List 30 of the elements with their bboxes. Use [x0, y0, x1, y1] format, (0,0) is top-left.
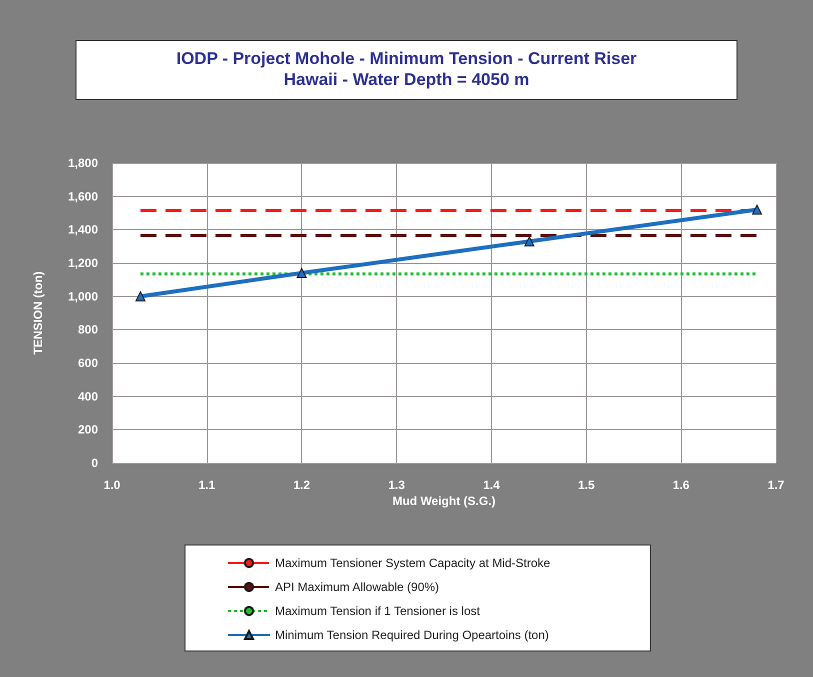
y-tick-label: 400	[78, 389, 98, 404]
legend-label: Maximum Tensioner System Capacity at Mid-Stroke	[275, 556, 551, 570]
x-tick-label: 1.1	[198, 478, 216, 492]
x-tick-label: 1.7	[768, 478, 785, 492]
y-tick-label: 1,000	[68, 289, 98, 304]
x-tick-label: 1.4	[483, 478, 500, 492]
legend-label: API Maximum Allowable (90%)	[275, 580, 440, 594]
legend-label: Minimum Tension Required During Opeartoins (ton)	[275, 628, 549, 642]
point	[296, 268, 307, 278]
x-tick-label: 1.2	[293, 478, 310, 492]
y-tick-label: 0	[91, 456, 98, 470]
y-tick-label: 200	[78, 422, 98, 437]
x-tick-label: 1.6	[672, 478, 690, 492]
chart-subtitle: Hawaii - Water Depth = 4050 m	[284, 70, 530, 89]
y-tick-label: 1,600	[68, 189, 98, 204]
x-tick-label: 1.0	[104, 478, 121, 492]
y-tick-label: 1,200	[68, 256, 98, 270]
point	[135, 291, 146, 302]
y-tick-label: 1,800	[68, 156, 98, 170]
y-tick-label: 1,400	[68, 222, 98, 237]
y-tick-label: 800	[78, 322, 98, 337]
y-axis-title: TENSION (ton)	[31, 271, 45, 355]
x-tick-label: 1.3	[388, 478, 406, 492]
legend-label: Maximum Tension if 1 Tensioner is lost	[275, 604, 481, 618]
point	[524, 236, 534, 246]
x-axis-title: Mud Weight (S.G.)	[392, 494, 496, 508]
point	[752, 204, 762, 215]
x-tick-label: 1.5	[578, 478, 595, 492]
chart-title: IODP - Project Mohole - Minimum Tension - Current Riser	[176, 49, 638, 68]
y-tick-label: 600	[78, 356, 98, 370]
